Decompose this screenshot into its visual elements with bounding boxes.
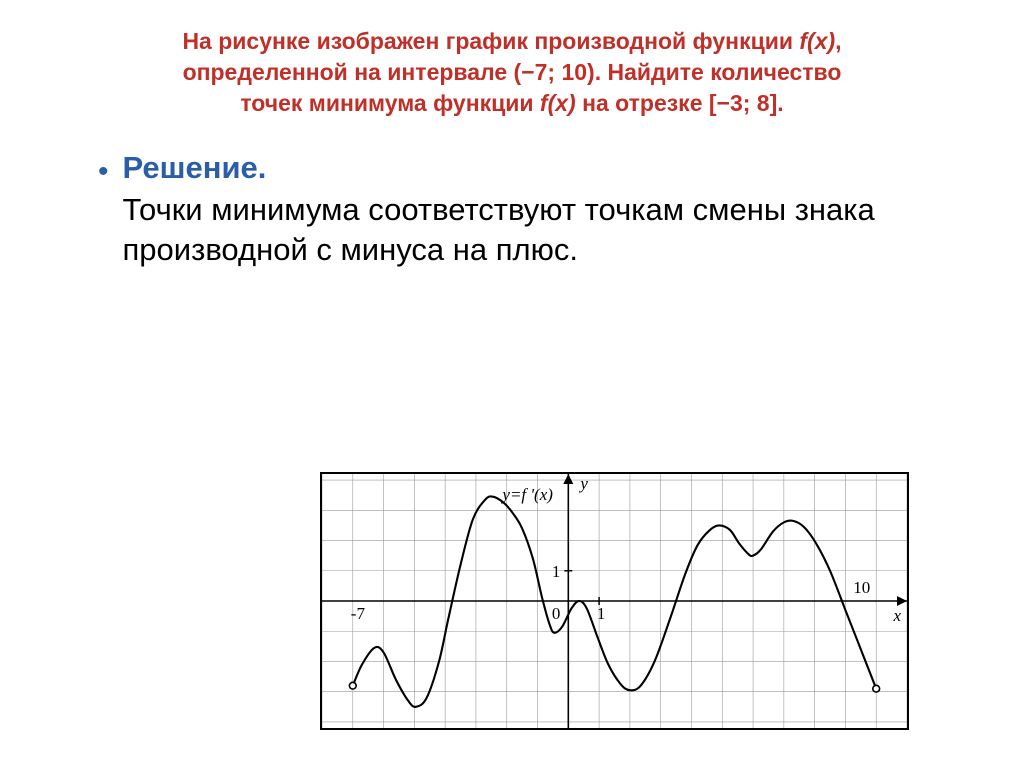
title-text-1a: На рисунке изображен график производной … bbox=[182, 28, 799, 54]
chart-svg: y x 0 1 1 -7 10 y=f '(x) bbox=[322, 474, 907, 728]
solution-heading: Решение. bbox=[123, 149, 974, 188]
bullet-row: • Решение. Точки минимума соответствуют … bbox=[98, 149, 974, 269]
solution-text: Точки минимума соответствуют точкам смен… bbox=[123, 190, 974, 269]
problem-title: На рисунке изображен график производной … bbox=[72, 26, 952, 119]
svg-text:x: x bbox=[892, 606, 901, 625]
solution-block: • Решение. Точки минимума соответствуют … bbox=[50, 149, 974, 269]
svg-text:y=f '(x): y=f '(x) bbox=[500, 485, 553, 504]
svg-text:1: 1 bbox=[552, 562, 561, 581]
derivative-chart: y x 0 1 1 -7 10 y=f '(x) bbox=[320, 472, 909, 730]
svg-text:-7: -7 bbox=[351, 604, 366, 623]
solution-content: Решение. Точки минимума соответствуют то… bbox=[123, 149, 974, 269]
slide: На рисунке изображен график производной … bbox=[0, 0, 1024, 767]
figure-wrap: y x 0 1 1 -7 10 y=f '(x) bbox=[320, 472, 909, 730]
title-text-3c: на отрезке [−3; 8]. bbox=[576, 90, 784, 116]
title-fn-3: f(x) bbox=[540, 90, 576, 116]
title-fn-1: f(x) bbox=[799, 28, 835, 54]
svg-text:y: y bbox=[578, 474, 588, 493]
bullet-dot: • bbox=[98, 153, 109, 191]
title-line-2: определенной на интервале (−7; 10). Найд… bbox=[72, 57, 952, 88]
svg-text:10: 10 bbox=[853, 578, 870, 597]
svg-text:0: 0 bbox=[552, 604, 561, 623]
title-line-1: На рисунке изображен график производной … bbox=[72, 26, 952, 57]
title-text-1c: , bbox=[835, 28, 841, 54]
title-text-3a: точек минимума функции bbox=[240, 90, 540, 116]
title-line-3: точек минимума функции f(x) на отрезке [… bbox=[72, 88, 952, 119]
svg-text:1: 1 bbox=[597, 604, 606, 623]
